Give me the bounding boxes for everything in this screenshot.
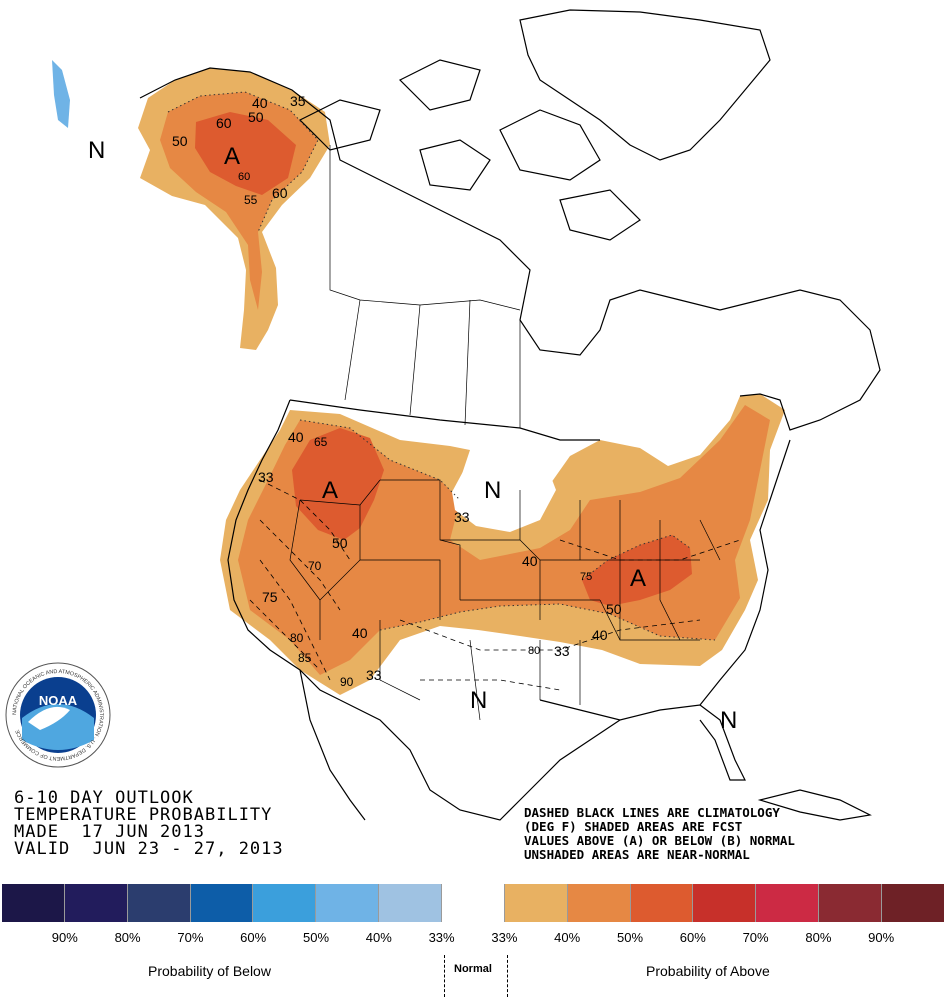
normal-divider-left	[444, 955, 445, 997]
alaska-above-60-area	[195, 112, 296, 195]
contour-value-labels: 40 35 60 50 50 60 60 55 40 65 33 50 33 7…	[172, 93, 622, 689]
normal-caption: Normal	[454, 963, 492, 975]
aleutian-normal-label: N	[88, 137, 105, 164]
contour-label: 80	[528, 645, 540, 657]
note-line-1: DASHED BLACK LINES ARE CLIMATOLOGY	[524, 805, 780, 820]
outlook-title: 6-10 DAY OUTLOOK TEMPERATURE PROBABILITY…	[14, 790, 284, 858]
ohio-anomaly-label: A	[630, 565, 646, 592]
legend-labels: 90% 80% 70% 60% 50% 40% 33% 33% 40% 50% 60% 70% 80% 9…	[0, 930, 946, 950]
florida-normal-label: N	[720, 707, 737, 734]
contour-label: 70	[308, 559, 322, 573]
coastlines	[139, 9, 881, 821]
title-line-2: TEMPERATURE PROBABILITY	[14, 805, 273, 825]
legend-label: 60%	[240, 930, 267, 945]
contour-label: 60	[238, 171, 250, 183]
contour-label: 75	[262, 589, 278, 605]
note-line-3: VALUES ABOVE (A) OR BELOW (B) NORMAL	[524, 833, 795, 848]
outlook-map: A A A N N N N 40 35 60 50 50 60 60 55 40…	[5, 9, 881, 821]
contour-label: 65	[314, 435, 328, 449]
alaska-anomaly-label: A	[224, 143, 240, 170]
legend-label: 70%	[177, 930, 204, 945]
contour-label: 40	[592, 627, 608, 643]
ohio-above-60-area	[582, 535, 692, 606]
nw-anomaly-label: A	[322, 477, 338, 504]
legend-swatch	[819, 884, 883, 922]
legend-swatch	[504, 884, 568, 922]
contour-label: 40	[252, 95, 268, 111]
aleutian-below-area	[52, 60, 70, 128]
legend-swatch	[190, 884, 254, 922]
noaa-logo-text: NOAA	[39, 693, 78, 708]
legend-label: 50%	[616, 930, 644, 945]
legend-swatch	[630, 884, 694, 922]
legend-swatch	[693, 884, 757, 922]
above-caption: Probability of Above	[646, 963, 770, 979]
south-normal-label: N	[470, 687, 487, 714]
legend-label: 40%	[365, 930, 392, 945]
contour-label: 85	[298, 651, 312, 665]
noaa-logo: NOAA NATIONAL OCEANIC AND ATMOSPHERIC AD…	[5, 662, 111, 768]
legend-label: 90%	[868, 930, 895, 945]
contour-label: 40	[522, 553, 538, 569]
contour-label: 40	[352, 625, 368, 641]
legend-label: 40%	[554, 930, 581, 945]
contour-label: 50	[172, 133, 188, 149]
contour-label: 35	[290, 93, 306, 109]
legend-swatch	[882, 884, 944, 922]
title-line-3: MADE 17 JUN 2013	[14, 822, 205, 842]
probability-contours	[167, 91, 716, 641]
contour-label: 75	[580, 571, 592, 583]
legend-label: 50%	[302, 930, 330, 945]
contour-label: 90	[340, 675, 354, 689]
legend-swatch	[756, 884, 820, 922]
legend-swatch	[379, 884, 443, 922]
legend-swatch	[127, 884, 191, 922]
legend-swatch	[442, 884, 505, 922]
contour-label: 33	[258, 469, 274, 485]
legend-label: 90%	[51, 930, 78, 945]
contour-label: 33	[554, 643, 570, 659]
note-line-2: (DEG F) SHADED AREAS ARE FCST	[524, 819, 743, 834]
legend-label: 33%	[428, 930, 455, 945]
legend-swatch	[253, 884, 317, 922]
climatology-contours	[249, 479, 741, 691]
legend-swatch	[2, 884, 65, 922]
legend-color-bar	[2, 884, 944, 922]
below-caption: Probability of Below	[148, 963, 271, 979]
legend-label: 60%	[679, 930, 706, 945]
contour-label: 55	[244, 193, 258, 207]
legend-label: 80%	[114, 930, 141, 945]
legend-label: 70%	[742, 930, 769, 945]
nw-above-60-area	[292, 428, 384, 540]
plains-normal-label: N	[484, 477, 501, 504]
legend-swatch	[316, 884, 380, 922]
legend-swatch	[64, 884, 128, 922]
note-line-4: UNSHADED AREAS ARE NEAR-NORMAL	[524, 847, 750, 862]
contour-label: 40	[288, 429, 304, 445]
contour-label: 50	[248, 109, 264, 125]
contour-label: 50	[606, 601, 622, 617]
title-line-4: VALID JUN 23 - 27, 2013	[14, 839, 284, 859]
contour-label: 60	[216, 115, 232, 131]
legend-label: 80%	[805, 930, 832, 945]
explanation-note: DASHED BLACK LINES ARE CLIMATOLOGY (DEG …	[524, 806, 795, 862]
legend-label: 33%	[491, 930, 518, 945]
title-line-1: 6-10 DAY OUTLOOK	[14, 788, 194, 808]
contour-label: 33	[366, 667, 382, 683]
contour-label: 33	[454, 509, 470, 525]
legend-swatch	[567, 884, 631, 922]
political-boundaries	[289, 145, 721, 721]
contour-label: 50	[332, 535, 348, 551]
plains-normal-area	[452, 454, 556, 532]
contour-label: 80	[290, 631, 304, 645]
contour-label: 60	[272, 185, 288, 201]
normal-divider-right	[507, 955, 508, 997]
